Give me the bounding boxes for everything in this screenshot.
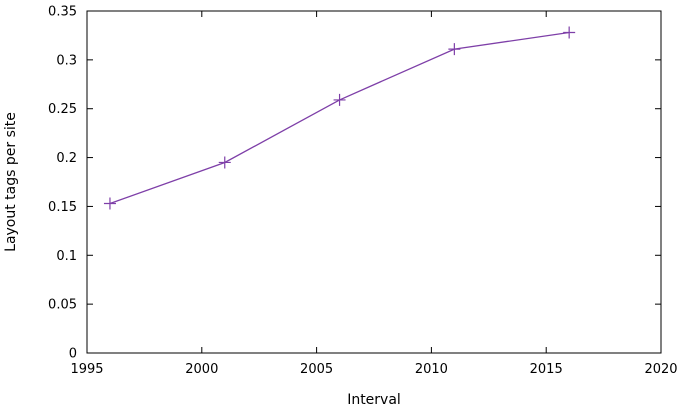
y-tick-label: 0.05 bbox=[48, 298, 77, 313]
series-layer bbox=[103, 26, 576, 210]
data-point-marker bbox=[333, 93, 346, 106]
y-tick-label: 0 bbox=[69, 347, 77, 362]
x-tick-label: 1995 bbox=[70, 362, 103, 377]
plot-frame bbox=[86, 10, 662, 354]
y-tick-label: 0.25 bbox=[48, 102, 77, 117]
data-point-marker bbox=[103, 197, 116, 210]
x-axis: 1995 2000 2005 2010 2015 2020 bbox=[70, 11, 678, 377]
y-tick-label: 0.15 bbox=[48, 200, 77, 215]
data-point-marker bbox=[448, 43, 461, 56]
x-axis-label: Interval bbox=[347, 392, 401, 408]
y-tick-label: 0.1 bbox=[56, 249, 77, 264]
x-tick-label: 2005 bbox=[300, 362, 333, 377]
y-tick-label: 0.2 bbox=[56, 151, 77, 166]
y-axis-label: Layout tags per site bbox=[3, 112, 19, 252]
y-axis: 0 0.05 0.1 0.15 0.2 0.25 0.3 0.35 bbox=[48, 5, 661, 362]
data-point-marker bbox=[218, 156, 231, 169]
data-point-marker bbox=[563, 26, 576, 39]
y-tick-label: 0.35 bbox=[48, 5, 77, 20]
x-tick-label: 2010 bbox=[415, 362, 448, 377]
x-tick-label: 2000 bbox=[185, 362, 218, 377]
x-tick-label: 2020 bbox=[644, 362, 677, 377]
series-line bbox=[109, 31, 570, 205]
x-tick-label: 2015 bbox=[530, 362, 563, 377]
y-tick-label: 0.3 bbox=[56, 53, 77, 68]
